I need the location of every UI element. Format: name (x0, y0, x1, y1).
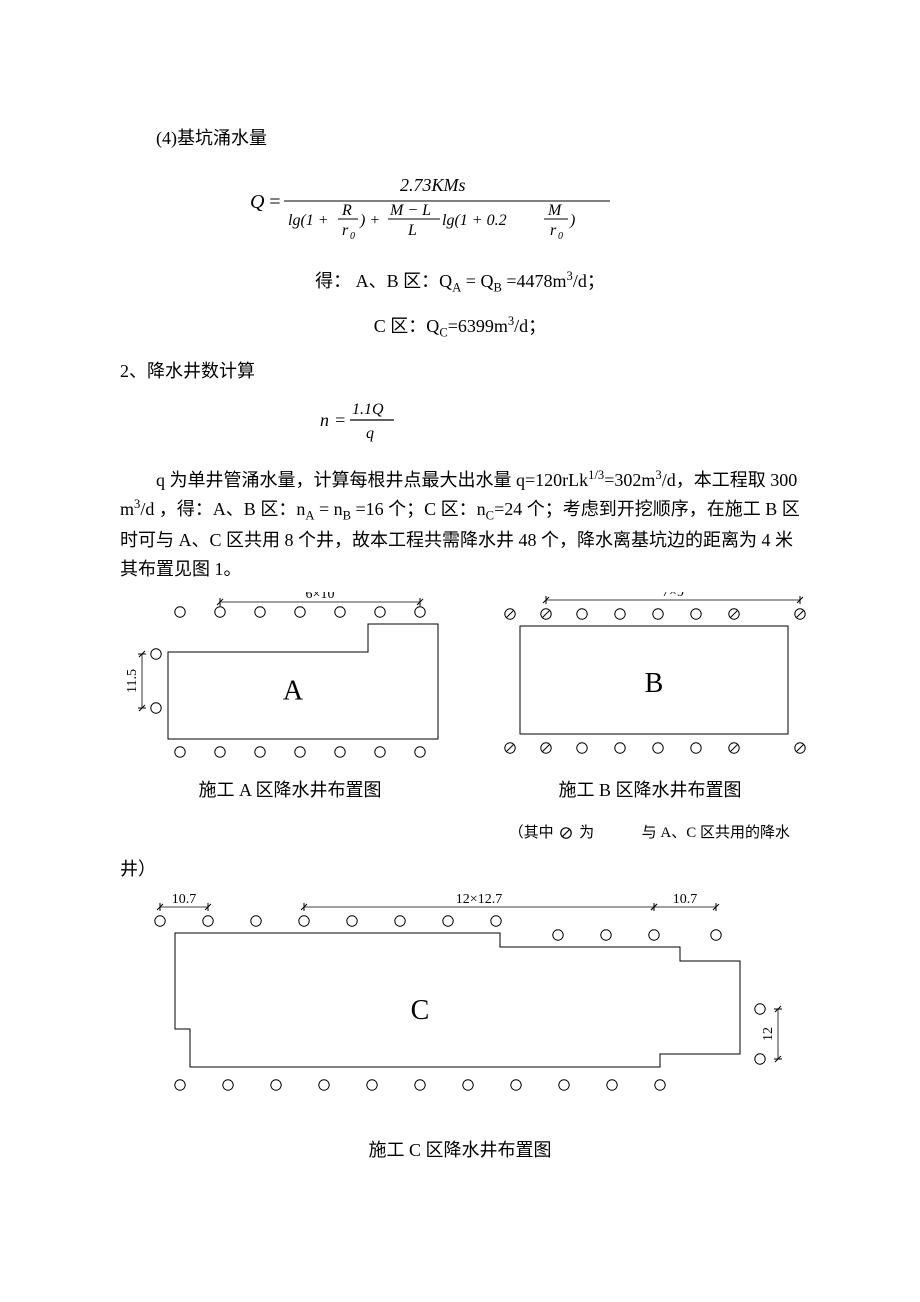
svg-text:=: = (268, 191, 282, 213)
formula-Q-R: R (341, 202, 352, 219)
svg-text:C: C (411, 995, 430, 1026)
svg-text:=: = (334, 410, 346, 430)
note-shared-well: （其中 为 与 A、C 区共用的降水 (120, 821, 800, 845)
result-AB: 得： A、B 区：QA = QB =4478m3/d； (120, 266, 800, 298)
formula-Q-mid: lg(1 + 0.2 (442, 212, 507, 229)
caption-C: 施工 C 区降水井布置图 (120, 1136, 800, 1165)
svg-text:6×10: 6×10 (306, 592, 335, 602)
section-2-heading: 2、降水井数计算 (120, 357, 800, 386)
formula-Q-r0a: r (342, 222, 349, 239)
formula-Q-r0b: r (550, 222, 557, 239)
formula-n: n = 1.1Q q (120, 396, 800, 455)
result-C: C 区：QC=6399m3/d； (120, 311, 800, 343)
formula-Q-num: 2.73KMs (400, 175, 466, 195)
formula-Q-ML: M − L (389, 202, 431, 219)
svg-text:A: A (283, 675, 304, 706)
formula-Q-M: M (547, 202, 563, 219)
caption-B: 施工 B 区降水井布置图 (480, 776, 820, 805)
formula-Q-L: L (407, 222, 417, 239)
svg-text:12: 12 (761, 1027, 776, 1041)
formula-Q-r0b-sub: 0 (558, 231, 563, 242)
svg-text:10.7: 10.7 (673, 892, 698, 907)
formula-n-den: q (366, 425, 374, 442)
formula-Q-lhs: Q (250, 191, 265, 213)
caption-A: 施工 A 区降水井布置图 (120, 776, 460, 805)
formula-Q-close3: ) (569, 212, 575, 229)
diagram-B: 7×9 B 施工 B 区降水井布置图 (480, 592, 820, 805)
formula-n-lhs: n (320, 410, 329, 430)
diagram-C: 10.7 12×12.7 10.7 12 C 施工 C 区降水井布置图 (120, 889, 800, 1165)
formula-Q-close1: ) + (359, 212, 380, 229)
svg-text:B: B (645, 668, 664, 699)
svg-text:11.5: 11.5 (125, 669, 140, 693)
svg-text:12×12.7: 12×12.7 (456, 892, 502, 907)
note-tail: 井） (120, 855, 800, 884)
shared-well-icon (559, 826, 573, 840)
svg-text:10.7: 10.7 (172, 892, 197, 907)
diagram-A: 6×10 11.5 A 施工 A 区降水井布置图 (120, 592, 460, 805)
heading-4: (4)基坑涌水量 (120, 124, 800, 153)
paragraph-q: q 为单井管涌水量，计算每根井点最大出水量 q=120rLk1/3=302m3/… (120, 465, 800, 584)
formula-Q: Q = 2.73KMs lg(1 + R r 0 ) + M − L L lg(… (120, 163, 800, 252)
formula-n-num: 1.1Q (352, 401, 384, 418)
formula-Q-r0a-sub: 0 (350, 231, 355, 242)
formula-Q-den-p1: lg(1 + (288, 212, 329, 229)
svg-text:7×9: 7×9 (662, 592, 684, 600)
